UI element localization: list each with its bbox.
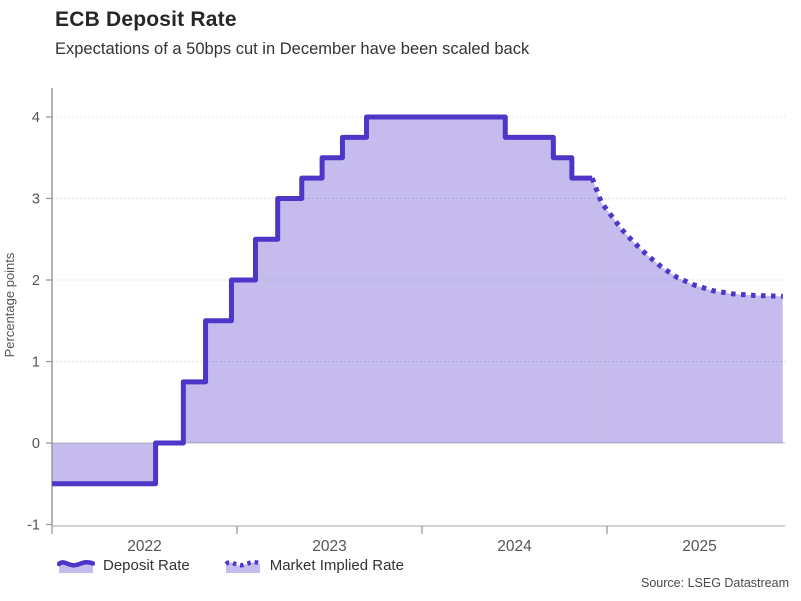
- market-implied-rate-swatch-icon: [224, 559, 261, 573]
- svg-text:-1: -1: [27, 518, 40, 534]
- source-credit: Source: LSEG Datastream: [641, 576, 789, 590]
- svg-text:1: 1: [32, 355, 40, 371]
- svg-text:4: 4: [32, 110, 40, 126]
- svg-text:3: 3: [32, 192, 40, 208]
- area-fills: [52, 117, 783, 484]
- svg-text:2023: 2023: [312, 538, 346, 555]
- chart-legend: Deposit Rate Market Implied Rate: [57, 557, 404, 574]
- series-lines: [52, 114, 783, 487]
- chart-subtitle: Expectations of a 50bps cut in December …: [55, 40, 530, 58]
- y-axis-title: Percentage points: [2, 252, 17, 357]
- legend-label-deposit-rate: Deposit Rate: [103, 557, 190, 574]
- legend-label-market-implied-rate: Market Implied Rate: [269, 557, 404, 574]
- svg-text:0: 0: [32, 436, 40, 452]
- axes: [46, 88, 785, 534]
- svg-text:2022: 2022: [127, 538, 161, 555]
- deposit-rate-swatch-icon: [57, 559, 95, 573]
- legend-item-deposit-rate: Deposit Rate: [57, 557, 190, 574]
- svg-text:2025: 2025: [682, 538, 716, 555]
- axis-labels: -1 0 1 2 3 4 2022 2023 2024 2025 Percentage points: [2, 110, 717, 555]
- svg-text:2024: 2024: [497, 538, 532, 555]
- svg-text:2: 2: [32, 273, 40, 289]
- legend-item-market-implied-rate: Market Implied Rate: [224, 557, 404, 574]
- chart-title: ECB Deposit Rate: [55, 8, 237, 31]
